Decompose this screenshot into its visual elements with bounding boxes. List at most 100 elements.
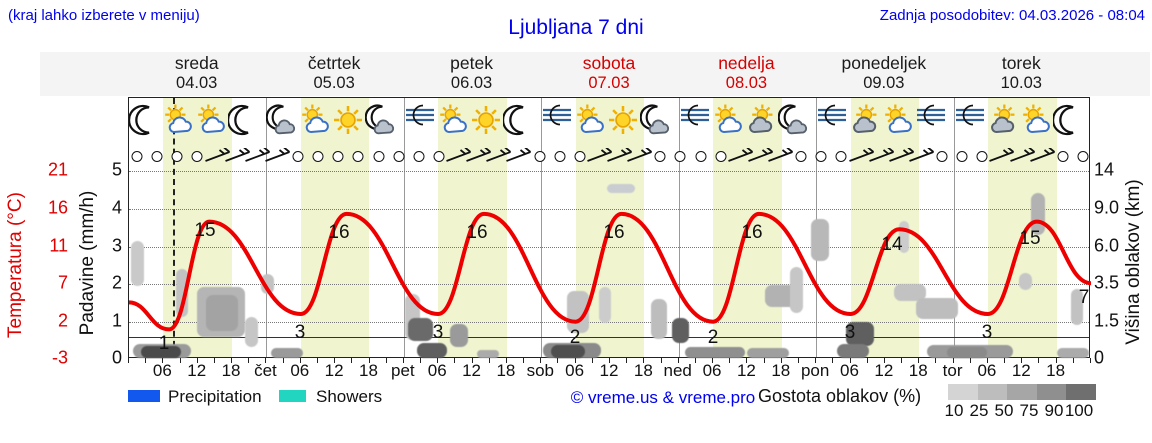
density-gradient-segment [977, 384, 1008, 400]
cloud-blob [894, 284, 926, 301]
gridline [129, 171, 1089, 173]
wind-calm-icon [554, 151, 566, 162]
precip-tick-label: 4 [111, 197, 122, 218]
wind-barb-icon [264, 146, 291, 168]
wind-calm-icon [815, 151, 827, 162]
day-name: sreda [174, 53, 219, 73]
temp-tick-label: 2 [57, 310, 68, 331]
wind-barb-icon [466, 146, 493, 168]
wind-barb-icon [244, 146, 271, 168]
x-minor-tick [351, 358, 353, 363]
cloud-blob [846, 322, 874, 346]
precip-tick-label: 0 [111, 347, 122, 368]
weather-fog-moon-icon [404, 104, 436, 136]
x-minor-tick [1072, 358, 1074, 363]
x-minor-tick [574, 358, 576, 363]
day-date: 07.03 [588, 74, 630, 92]
x-minor-tick [712, 358, 714, 363]
x-hour-label: 06 [565, 361, 585, 380]
precipitation-legend-label: Precipitation [168, 387, 262, 406]
weather-sun-cloud-icon [712, 104, 744, 136]
x-hour-label: 06 [977, 361, 997, 380]
cloud-tick-label: 9.0 [1094, 197, 1120, 218]
weather-sun-icon [607, 104, 639, 136]
wind-barb-icon [989, 146, 1016, 168]
plot-area: 15 16 16 16 16 14 15 1 3 3 2 2 3 3 7 [127, 97, 1091, 358]
cloud-blob [916, 298, 958, 319]
wind-calm-icon [191, 151, 203, 162]
temp-tick-label: 16 [47, 197, 68, 218]
gridline [129, 321, 1089, 323]
temperature-value-label: 16 [328, 222, 350, 243]
weather-moon-cloud-icon [640, 104, 672, 136]
x-minor-tick [935, 358, 937, 363]
x-minor-tick [557, 358, 559, 363]
x-hour-label: 18 [359, 361, 378, 380]
cloud-density-legend-label: Gostota oblakov (%) [758, 386, 922, 406]
day-date: 05.03 [313, 74, 355, 92]
daylight-band [987, 98, 1057, 357]
cloud-blob [899, 221, 909, 253]
x-minor-tick [626, 358, 628, 363]
temp-tick-label: 11 [49, 235, 68, 255]
weather-moon-cloud-icon [777, 104, 810, 136]
x-minor-tick [918, 358, 920, 363]
x-minor-tick [402, 358, 404, 363]
weather-sun-graycloud-icon [987, 104, 1019, 136]
wind-barb-icon [1009, 146, 1036, 168]
x-minor-tick [901, 358, 903, 363]
cloud-tick-label: 6.0 [1094, 235, 1120, 255]
x-minor-tick [746, 358, 748, 363]
x-minor-tick [952, 358, 954, 363]
weather-sun-cloud-icon [162, 104, 194, 136]
cloud-blob [245, 317, 258, 347]
wind-calm-icon [171, 151, 183, 162]
wind-calm-icon [936, 151, 948, 162]
wind-barb-icon [868, 146, 895, 168]
x-hour-label: 06 [152, 361, 172, 380]
x-minor-tick [694, 358, 696, 363]
wind-barb-icon [486, 146, 513, 168]
wind-calm-icon [715, 151, 727, 162]
credit-link[interactable]: © vreme.us & vreme.pro [570, 388, 756, 407]
temperature-axis-label: Temperatura (°C) [5, 192, 26, 338]
cloud-blob [176, 269, 188, 317]
wind-calm-icon [976, 151, 988, 162]
density-gradient-segment [948, 384, 978, 400]
weather-sun-cloud-icon [299, 104, 331, 136]
day-name: sobota [582, 53, 636, 73]
cloud-height-axis-label: Višina oblakov (km) [1123, 179, 1144, 345]
cloud-tick-label: 14 [1094, 159, 1115, 180]
x-hour-label: 12 [599, 361, 619, 380]
day-separator-line [953, 98, 955, 357]
x-hour-label: 06 [290, 361, 310, 380]
temperature-value-label: 16 [741, 222, 763, 243]
x-hour-label: 18 [771, 361, 791, 380]
wind-calm-icon [393, 151, 405, 162]
x-minor-tick [540, 358, 542, 363]
x-hour-label: 12 [736, 361, 756, 380]
day-separator-line [678, 98, 680, 357]
wind-calm-icon [131, 151, 143, 162]
x-minor-tick [488, 358, 490, 363]
x-minor-tick [660, 358, 662, 363]
cloud-blob [672, 318, 689, 343]
x-hour-label: 18 [221, 361, 241, 380]
weather-fog-moon-icon [816, 104, 848, 136]
x-minor-tick [832, 358, 834, 363]
cloud-blob [651, 299, 667, 339]
weather-sun-cloud-icon [882, 104, 914, 136]
cloud-blob [408, 318, 433, 341]
day-date: 08.03 [725, 74, 768, 92]
x-hour-label: 18 [908, 361, 928, 380]
cloud-blob [450, 324, 468, 347]
temperature-value-label: 3 [981, 322, 993, 343]
x-day-label: tor [942, 361, 963, 380]
cloud-blob [790, 267, 803, 313]
weather-moon-icon [501, 104, 535, 136]
x-hour-label: 12 [1011, 361, 1031, 380]
temperature-value-label: 14 [881, 234, 903, 255]
x-hour-label: 18 [496, 361, 516, 380]
x-hour-label: 12 [462, 361, 482, 380]
